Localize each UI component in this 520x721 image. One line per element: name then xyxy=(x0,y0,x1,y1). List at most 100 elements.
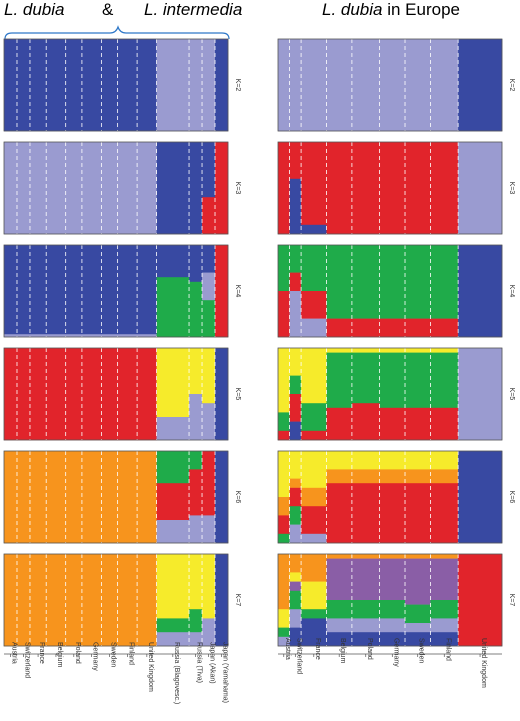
bar-segment xyxy=(202,554,216,619)
bar-segment xyxy=(430,245,459,319)
bar-segment xyxy=(101,348,118,441)
k-label: K=7 xyxy=(234,594,241,607)
population-label: Switzerland xyxy=(295,638,302,674)
bar-segment xyxy=(301,348,327,404)
bar-segment xyxy=(4,39,18,132)
bar-segment xyxy=(430,469,459,484)
panel-frame xyxy=(3,38,229,132)
bar-segment xyxy=(326,348,353,353)
bar-segment xyxy=(278,291,290,338)
bar-segment xyxy=(379,554,406,559)
bar-segment xyxy=(379,352,406,409)
bar-segment xyxy=(202,348,216,404)
bar-segment xyxy=(405,558,431,605)
bar-segment xyxy=(301,318,327,338)
bar-segment xyxy=(430,554,459,559)
bar-segment xyxy=(430,318,459,338)
population-label: United Kingdom xyxy=(147,642,154,692)
bar-segment xyxy=(301,39,327,132)
population-label: Poland xyxy=(74,642,81,664)
bar-segment xyxy=(278,451,290,498)
panel-frame xyxy=(3,141,229,235)
bar-segment xyxy=(4,554,18,647)
bar-segment xyxy=(379,39,406,132)
bar-segment xyxy=(326,618,353,633)
bar-segment xyxy=(301,533,327,544)
bar-segment xyxy=(156,483,190,521)
bar-segment xyxy=(189,632,203,647)
bar-segment xyxy=(189,554,203,610)
bar-segment xyxy=(405,318,431,338)
bar-segment xyxy=(29,142,47,235)
bar-segment xyxy=(289,554,302,573)
bar-segment xyxy=(301,142,327,226)
bar-segment xyxy=(405,554,431,559)
bar-segment xyxy=(16,348,31,441)
bar-segment xyxy=(458,451,503,544)
bar-segment xyxy=(137,39,157,132)
bar-segment xyxy=(351,348,380,353)
bar-segment xyxy=(301,245,327,292)
population-label: Russia (Tiva) xyxy=(196,642,203,683)
bar-segment xyxy=(46,39,66,132)
bar-segment xyxy=(289,291,302,338)
population-label: Russia (Blagovesc.) xyxy=(173,642,180,704)
bar-segment xyxy=(46,348,66,441)
bar-segment xyxy=(326,39,353,132)
bar-segment xyxy=(301,618,327,647)
bar-segment xyxy=(81,334,102,338)
bar-segment xyxy=(379,407,406,441)
bar-segment xyxy=(379,245,406,319)
panel-k-3: K=3 xyxy=(3,141,241,235)
bar-segment xyxy=(156,520,190,544)
bar-segment xyxy=(289,394,302,422)
bar-segment xyxy=(405,632,431,647)
bar-segment xyxy=(46,245,66,335)
population-label: Austria xyxy=(284,638,291,660)
bar-segment xyxy=(289,375,302,395)
bar-segment xyxy=(137,554,157,647)
bar-segment xyxy=(326,407,353,441)
bar-segment xyxy=(405,623,431,633)
bar-segment xyxy=(117,348,138,441)
bar-segment xyxy=(156,417,190,441)
bar-segment xyxy=(29,554,47,647)
left-title-species-2: L. intermedia xyxy=(144,0,243,19)
population-label: Japan (Yamahama) xyxy=(222,642,229,703)
bar-segment xyxy=(405,469,431,484)
panel-k-4: K=4 xyxy=(277,244,515,338)
bar-segment xyxy=(189,281,203,338)
bar-segment xyxy=(117,554,138,647)
bar-segment xyxy=(46,334,66,338)
bar-segment xyxy=(156,39,190,132)
bar-segment xyxy=(301,609,327,619)
bar-segment xyxy=(278,636,290,647)
bar-segment xyxy=(326,352,353,409)
bar-segment xyxy=(326,245,353,319)
bar-segment xyxy=(101,334,118,338)
bar-segment xyxy=(351,245,380,319)
bar-segment xyxy=(278,554,290,610)
bar-segment xyxy=(202,451,216,516)
bar-segment xyxy=(379,558,406,601)
bar-segment xyxy=(326,632,353,647)
population-label: Austria xyxy=(10,642,17,664)
bar-segment xyxy=(189,451,203,470)
bar-segment xyxy=(278,515,290,535)
bar-segment xyxy=(81,142,102,235)
left-structure-chart: K=2 K=3 K=4 K=5 K=6 K=7 Austria Switzerland Fran… xyxy=(3,38,241,704)
bar-segment xyxy=(278,497,290,516)
bar-segment xyxy=(289,142,302,180)
bar-segment xyxy=(405,352,431,409)
bar-segment xyxy=(458,39,503,132)
bar-segment xyxy=(405,245,431,319)
bar-segment xyxy=(65,451,83,544)
bar-segment xyxy=(215,451,229,544)
bar-segment xyxy=(137,245,157,335)
panel-k-3: K=3 xyxy=(277,141,515,235)
bar-segment xyxy=(289,348,302,376)
bar-segment xyxy=(289,178,302,235)
bar-segment xyxy=(117,334,138,338)
bar-segment xyxy=(202,300,216,338)
bar-segment xyxy=(379,632,406,647)
